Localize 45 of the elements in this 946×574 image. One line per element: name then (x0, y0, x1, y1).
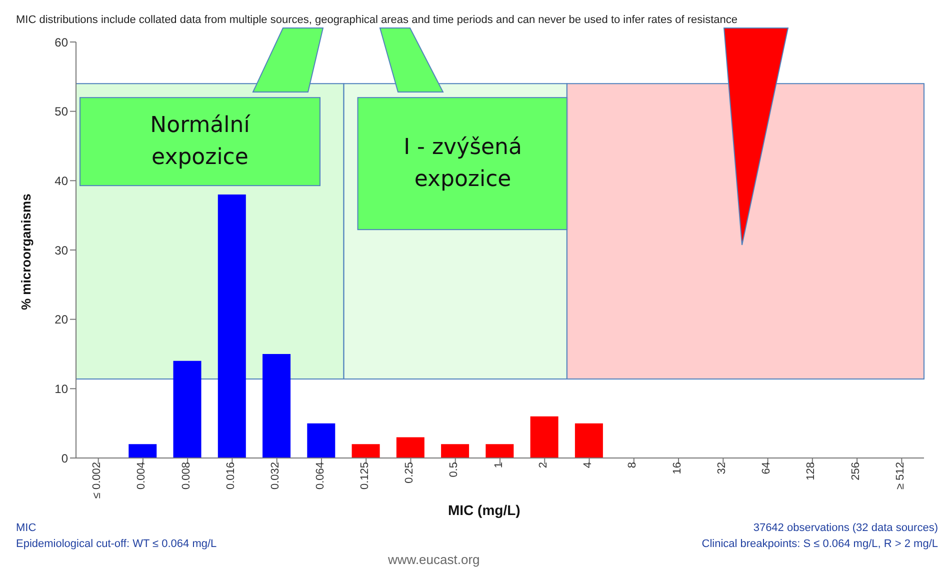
x-tick-label: 128 (805, 462, 818, 480)
x-tick-label: 1 (492, 462, 505, 468)
chart-title: MIC distributions include collated data from multiple sources, geographical areas and time periods and can never be used to infer rates of resistance (16, 14, 738, 26)
x-tick-label: 0.032 (270, 462, 282, 490)
bar (128, 444, 157, 458)
x-tick-label: ≥ 512 (894, 462, 906, 490)
y-tick-label: 10 (54, 382, 68, 396)
y-tick-label: 20 (54, 312, 68, 327)
bar (173, 360, 202, 458)
text: 37642 observations (32 data sources) (752, 521, 938, 536)
x-tick-label: 256 (850, 462, 862, 480)
x-tick-label: 2 (537, 462, 550, 468)
x-tick-label: 0.064 (314, 462, 326, 490)
y-tick-label: 0 (61, 451, 68, 466)
x-tick-label: 0.016 (225, 462, 238, 490)
y-tick-label: 60 (54, 35, 68, 50)
bar (530, 416, 558, 458)
y-axis-title: % microorganisms (18, 194, 34, 310)
x-tick-label: 32 (716, 462, 728, 474)
bar (307, 423, 336, 458)
x-tick-label: 0.008 (180, 462, 192, 490)
text: Clinical breakpoints: S ≤ 0.064 mg/L, R > 2 mg/L (702, 537, 938, 552)
text: www.eucast.org (388, 552, 480, 567)
x-tick-label: 0.004 (136, 462, 148, 490)
x-tick-label: 0.5 (448, 462, 460, 478)
x-axis-title: MIC (mg/L) (448, 502, 520, 518)
text: Epidemiological cut-off: WT ≤ 0.064 mg/L (16, 537, 217, 552)
bar (218, 194, 246, 458)
x-tick-label: 64 (760, 462, 773, 474)
x-tick-label: 0.125 (358, 462, 371, 490)
bar (352, 444, 380, 458)
text: MIC (16, 521, 38, 536)
x-tick-label: 4 (582, 462, 594, 468)
y-tick-label: 50 (54, 104, 68, 119)
y-tick-label: 30 (54, 243, 68, 258)
x-tick-label: 0.25 (404, 462, 416, 484)
bar (486, 444, 514, 458)
bar (574, 423, 603, 458)
x-tick-label: 8 (626, 462, 639, 468)
bar (396, 437, 424, 458)
x-tick-label: 16 (671, 462, 684, 474)
x-tick-label: ≤ 0.002 (91, 462, 104, 499)
bar (262, 354, 291, 458)
bar (441, 444, 470, 458)
y-tick-label: 40 (54, 174, 68, 188)
